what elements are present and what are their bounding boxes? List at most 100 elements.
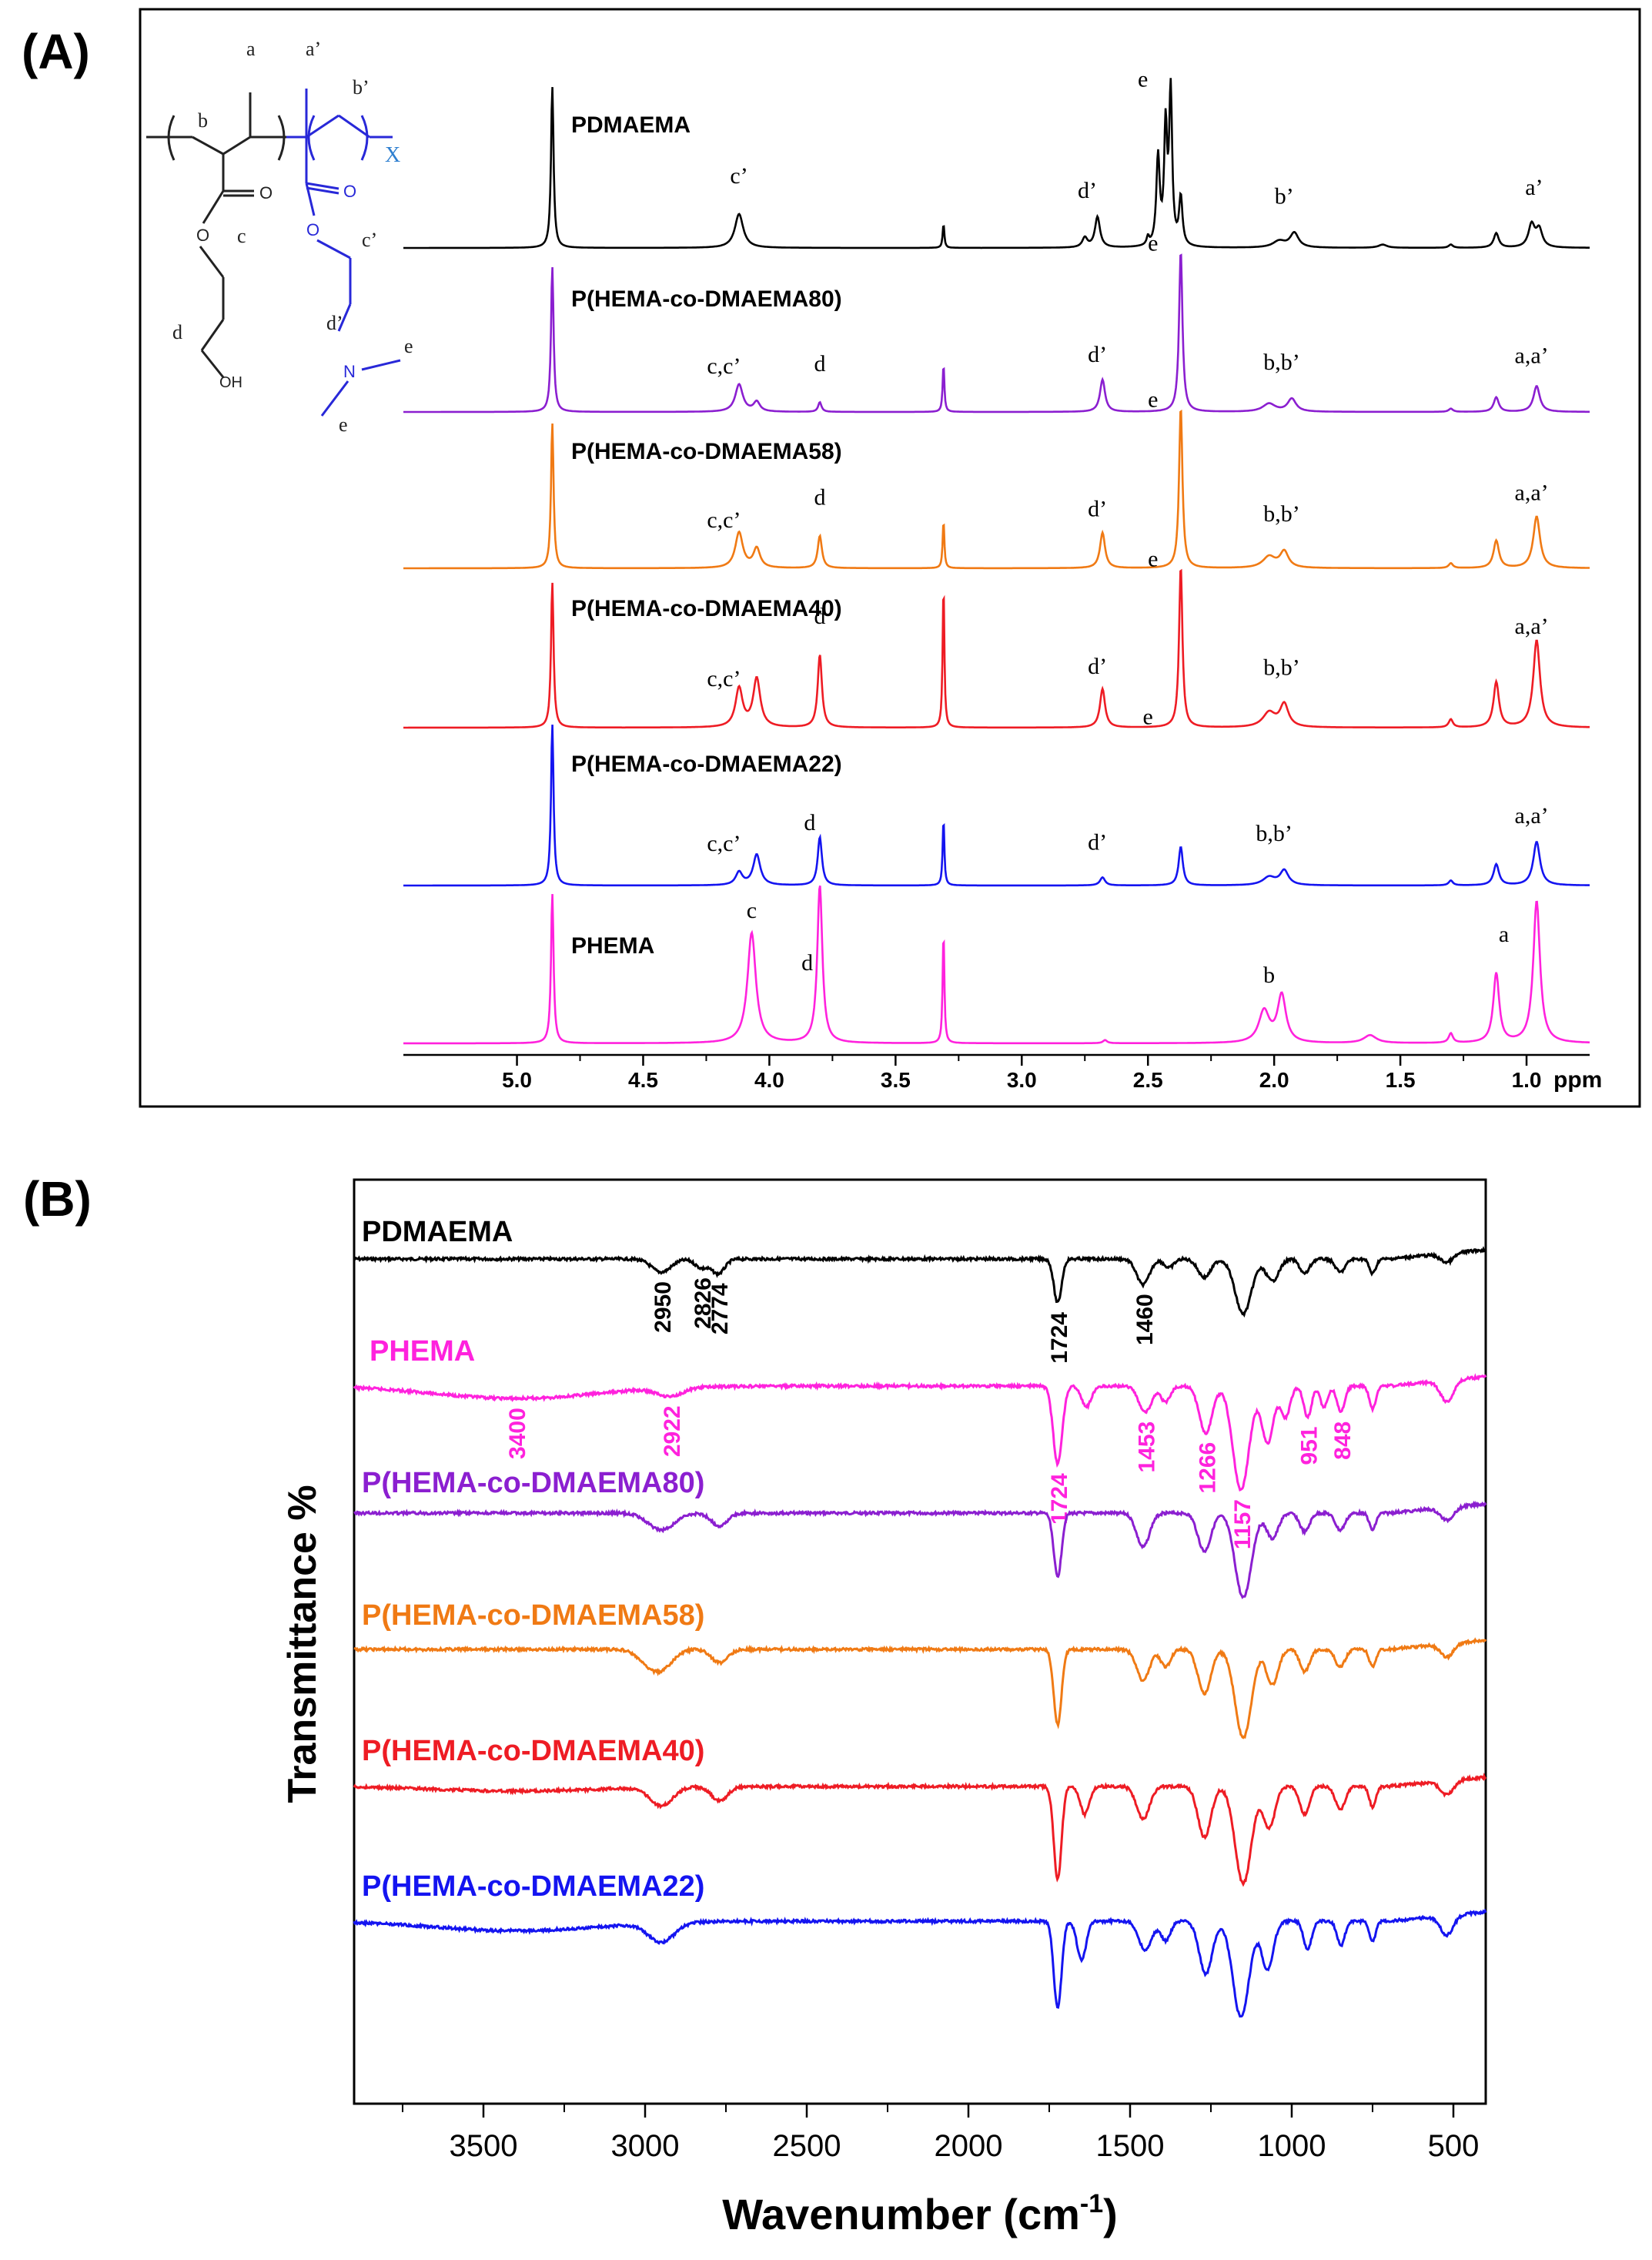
struct-label-x: X: [385, 143, 400, 167]
nmr-tick-label-4-0: 4.0: [754, 1068, 784, 1092]
nmr-trace-p-hema-co-dmaema58: [403, 409, 1590, 570]
panel-b-label: (B): [23, 1171, 92, 1227]
nmr-series-name-p-hema-co-dmaema22: P(HEMA-co-DMAEMA22): [571, 752, 842, 777]
nmr-peak-label-phema-3: a: [1499, 922, 1509, 947]
nmr-series-name-p-hema-co-dmaema40: P(HEMA-co-DMAEMA40): [571, 596, 842, 621]
nmr-x-label: ppm: [1553, 1067, 1602, 1093]
struct-label-b-prime: b’: [353, 76, 370, 99]
ir-band-label-pdmaema-2774: 2774: [707, 1283, 733, 1334]
struct-label-o3: O: [343, 182, 356, 201]
nmr-peak-label-p-hema-co-dmaema58-0: c,c’: [707, 507, 741, 533]
ir-band-label-pdmaema-2826: 2826: [691, 1277, 716, 1329]
struct-label-o1: O: [259, 183, 273, 203]
nmr-peak-label-p-hema-co-dmaema40-0: c,c’: [707, 666, 741, 691]
ir-tick-label-3500: 3500: [450, 2129, 518, 2163]
ir-tick-label-500: 500: [1428, 2129, 1480, 2163]
nmr-peak-label-phema-1: d: [801, 950, 813, 976]
ir-band-label-phema-848: 848: [1330, 1421, 1356, 1460]
nmr-peak-label-p-hema-co-dmaema40-3: e: [1148, 547, 1158, 572]
ir-trace-p-hema-co-dmaema80: [353, 1500, 1487, 1599]
nmr-series-name-phema: PHEMA: [571, 933, 654, 959]
ir-trace-p-hema-co-dmaema40: [353, 1772, 1487, 1887]
ir-band-label-phema-3400: 3400: [505, 1408, 530, 1459]
ir-band-label-phema-1453: 1453: [1135, 1421, 1160, 1473]
ir-tick-label-2500: 2500: [773, 2129, 841, 2163]
nmr-traces: PDMAEMA c’ d’ e b’ a’ P(HEMA-co-DMAEMA80) c,c’ d…: [403, 67, 1590, 1045]
nmr-ticks: 5.0 4.5 4.0 3.5 3.0 2.5 2.0 1.5 1.0: [502, 1055, 1542, 1092]
ir-trace-p-hema-co-dmaema22: [353, 1908, 1487, 2018]
ir-series-name-phema: PHEMA: [370, 1335, 475, 1368]
ir-series-name-p-hema-co-dmaema22: P(HEMA-co-DMAEMA22): [362, 1870, 704, 1903]
ir-tick-label-3000: 3000: [611, 2129, 680, 2163]
nmr-series-name-p-hema-co-dmaema80: P(HEMA-co-DMAEMA80): [571, 286, 842, 312]
struct-label-o2: O: [196, 226, 209, 245]
struct-label-d: d: [172, 321, 182, 343]
chemical-structure: a b c d OH O O a’ b’ c’ d’ e e N O O X: [146, 38, 413, 436]
ir-trace-pdmaema: [353, 1246, 1487, 1318]
struct-label-a-prime: a’: [306, 38, 321, 60]
nmr-peak-label-p-hema-co-dmaema22-2: d’: [1088, 830, 1107, 855]
nmr-peak-label-p-hema-co-dmaema40-5: a,a’: [1515, 614, 1549, 639]
struct-label-oh: OH: [219, 374, 242, 391]
nmr-peak-label-phema-2: b: [1263, 963, 1275, 988]
ir-band-label-phema-1266: 1266: [1195, 1442, 1220, 1494]
ir-trace-p-hema-co-dmaema58: [353, 1637, 1487, 1739]
nmr-peak-label-pdmaema-0: c’: [730, 163, 747, 189]
ir-series-name-p-hema-co-dmaema40: P(HEMA-co-DMAEMA40): [362, 1735, 704, 1767]
nmr-tick-label-3-5: 3.5: [881, 1068, 911, 1092]
struct-label-c: c: [237, 225, 246, 247]
struct-label-n: N: [343, 362, 356, 381]
ir-band-label-pdmaema-1724: 1724: [1047, 1312, 1072, 1364]
struct-label-o4: O: [306, 220, 319, 239]
ir-series-name-p-hema-co-dmaema58: P(HEMA-co-DMAEMA58): [362, 1599, 704, 1632]
ir-band-label-phema-2922: 2922: [660, 1405, 685, 1457]
nmr-peak-label-p-hema-co-dmaema22-4: b,b’: [1256, 821, 1293, 846]
nmr-tick-label-2-5: 2.5: [1133, 1068, 1163, 1092]
nmr-peak-label-p-hema-co-dmaema58-5: a,a’: [1515, 480, 1549, 505]
nmr-series-name-p-hema-co-dmaema58: P(HEMA-co-DMAEMA58): [571, 439, 842, 464]
ir-band-label-pdmaema-2950: 2950: [650, 1281, 676, 1333]
nmr-tick-label-5-0: 5.0: [502, 1068, 532, 1092]
nmr-peak-label-p-hema-co-dmaema80-0: c,c’: [707, 353, 741, 379]
nmr-tick-label-3-0: 3.0: [1007, 1068, 1037, 1092]
nmr-peak-label-phema-0: c: [747, 898, 757, 923]
nmr-peak-label-p-hema-co-dmaema22-1: d: [804, 810, 815, 835]
nmr-tick-label-1-0: 1.0: [1512, 1068, 1542, 1092]
ir-trace-phema: [353, 1373, 1487, 1492]
ir-tick-label-1000: 1000: [1258, 2129, 1326, 2163]
ir-tick-label-2000: 2000: [935, 2129, 1003, 2163]
nmr-peak-label-p-hema-co-dmaema40-4: b,b’: [1263, 655, 1300, 680]
nmr-peak-label-pdmaema-1: d’: [1078, 178, 1097, 203]
nmr-peak-label-p-hema-co-dmaema22-5: a,a’: [1515, 803, 1549, 829]
nmr-peak-label-p-hema-co-dmaema58-3: e: [1148, 387, 1158, 413]
struct-label-e2: e: [339, 413, 348, 436]
nmr-peak-label-p-hema-co-dmaema58-2: d’: [1088, 497, 1107, 522]
nmr-peak-label-p-hema-co-dmaema80-1: d: [814, 351, 825, 377]
nmr-trace-phema: [403, 886, 1590, 1045]
nmr-peak-label-p-hema-co-dmaema22-3: e: [1143, 705, 1153, 730]
ir-y-label: Transmittance %: [280, 1485, 325, 1803]
nmr-peak-label-pdmaema-4: a’: [1525, 175, 1543, 200]
struct-label-c-prime: c’: [362, 229, 377, 251]
ir-x-label: Wavenumber (cm-1): [722, 2189, 1118, 2238]
ir-series-name-pdmaema: PDMAEMA: [362, 1216, 513, 1248]
nmr-trace-pdmaema: [403, 78, 1590, 249]
nmr-tick-label-4-5: 4.5: [628, 1068, 658, 1092]
ir-band-label-phema-951: 951: [1297, 1427, 1323, 1465]
nmr-peak-label-p-hema-co-dmaema80-3: e: [1148, 231, 1158, 256]
nmr-peak-label-p-hema-co-dmaema22-0: c,c’: [707, 831, 741, 856]
nmr-tick-label-1-5: 1.5: [1386, 1068, 1416, 1092]
struct-label-d-prime: d’: [326, 312, 343, 334]
nmr-peak-label-pdmaema-3: b’: [1275, 183, 1294, 209]
ir-frame: [353, 1178, 1487, 2105]
nmr-peak-label-p-hema-co-dmaema80-4: b,b’: [1263, 350, 1300, 375]
ir-band-label-pdmaema-1460: 1460: [1132, 1294, 1158, 1345]
ir-series-name-p-hema-co-dmaema80: P(HEMA-co-DMAEMA80): [362, 1467, 704, 1499]
ir-ticks: 3500 3000 2500 2000 1500 1000 500: [402, 2104, 1480, 2163]
nmr-peak-label-p-hema-co-dmaema40-1: d: [814, 604, 825, 629]
nmr-chart: 5.0 4.5 4.0 3.5 3.0 2.5 2.0 1.5 1.0 PDMAEMA c’ d’ e…: [139, 8, 1641, 1108]
panel-a-label: (A): [22, 24, 90, 79]
nmr-peak-label-pdmaema-2: e: [1138, 67, 1148, 92]
nmr-peak-label-p-hema-co-dmaema58-4: b,b’: [1263, 501, 1300, 527]
